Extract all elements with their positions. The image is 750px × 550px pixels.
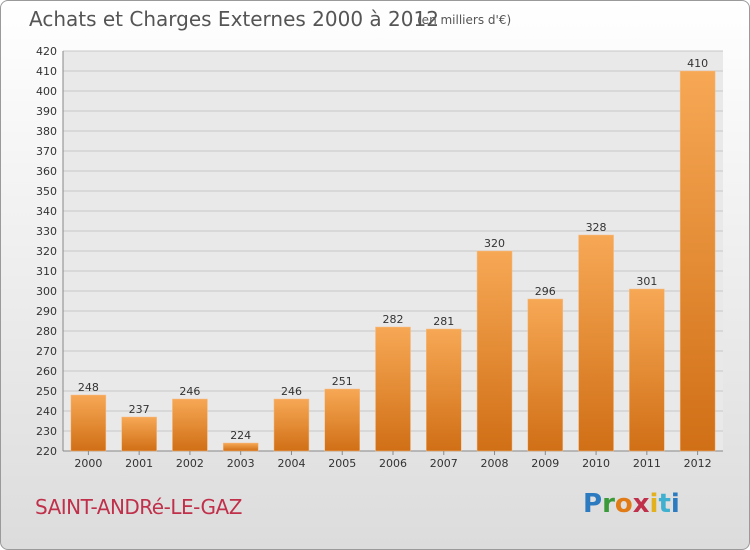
bar-2000: [70, 394, 107, 452]
y-tick-label: 230: [36, 425, 57, 438]
y-tick-label: 240: [36, 405, 57, 418]
x-tick-label: 2011: [633, 457, 661, 470]
chart-title: Achats et Charges Externes 2000 à 2012: [29, 7, 439, 31]
x-tick-label: 2000: [74, 457, 102, 470]
x-tick-label: 2008: [481, 457, 509, 470]
y-tick-label: 290: [36, 305, 57, 318]
bar-2012: [679, 70, 716, 452]
bar-value-label: 282: [383, 313, 404, 326]
y-tick-label: 320: [36, 245, 57, 258]
x-tick-label: 2009: [531, 457, 559, 470]
x-tick-label: 2003: [227, 457, 255, 470]
bar-value-label: 281: [433, 315, 454, 328]
chart-unit: (en milliers d'€): [417, 13, 512, 27]
bar-2007: [426, 328, 462, 452]
bar-value-label: 410: [687, 57, 708, 70]
y-tick-label: 410: [36, 65, 57, 78]
x-tick-label: 2001: [125, 457, 153, 470]
bar-value-label: 301: [636, 275, 657, 288]
bar-value-label: 296: [535, 285, 556, 298]
y-tick-label: 400: [36, 85, 57, 98]
bar-2006: [375, 326, 411, 452]
y-tick-label: 390: [36, 105, 57, 118]
y-tick-label: 380: [36, 125, 57, 138]
x-tick-label: 2010: [582, 457, 610, 470]
bar-2008: [476, 250, 513, 452]
bar-2010: [578, 234, 614, 452]
y-tick-label: 260: [36, 365, 57, 378]
y-tick-label: 300: [36, 285, 57, 298]
y-tick-label: 310: [36, 265, 57, 278]
y-tick-label: 250: [36, 385, 57, 398]
x-tick-label: 2002: [176, 457, 204, 470]
y-tick-label: 220: [36, 445, 57, 458]
bar-value-label: 251: [332, 375, 353, 388]
y-tick-label: 330: [36, 225, 57, 238]
bar-2001: [121, 416, 157, 452]
x-tick-label: 2005: [328, 457, 356, 470]
bar-2004: [273, 398, 310, 452]
y-tick-label: 270: [36, 345, 57, 358]
bar-value-label: 237: [129, 403, 150, 416]
bar-2002: [172, 398, 208, 452]
x-tick-label: 2004: [277, 457, 305, 470]
y-tick-label: 360: [36, 165, 57, 178]
commune-name: SAINT-ANDRé-LE-GAZ: [35, 495, 242, 519]
y-tick-label: 350: [36, 185, 57, 198]
bar-2009: [527, 298, 564, 452]
x-tick-label: 2012: [684, 457, 712, 470]
bar-2005: [324, 388, 360, 452]
bar-value-label: 328: [586, 221, 607, 234]
bar-value-label: 246: [281, 385, 302, 398]
y-tick-label: 420: [36, 45, 57, 58]
x-tick-label: 2006: [379, 457, 407, 470]
y-tick-label: 280: [36, 325, 57, 338]
x-tick-label: 2007: [430, 457, 458, 470]
bar-2011: [629, 288, 665, 452]
bar-2003: [222, 442, 259, 452]
proxiti-logo: Proxiti: [583, 489, 680, 519]
y-tick-label: 370: [36, 145, 57, 158]
bar-value-label: 246: [179, 385, 200, 398]
bar-value-label: 248: [78, 381, 99, 394]
bar-value-label: 320: [484, 237, 505, 250]
bar-value-label: 224: [230, 429, 251, 442]
y-tick-label: 340: [36, 205, 57, 218]
